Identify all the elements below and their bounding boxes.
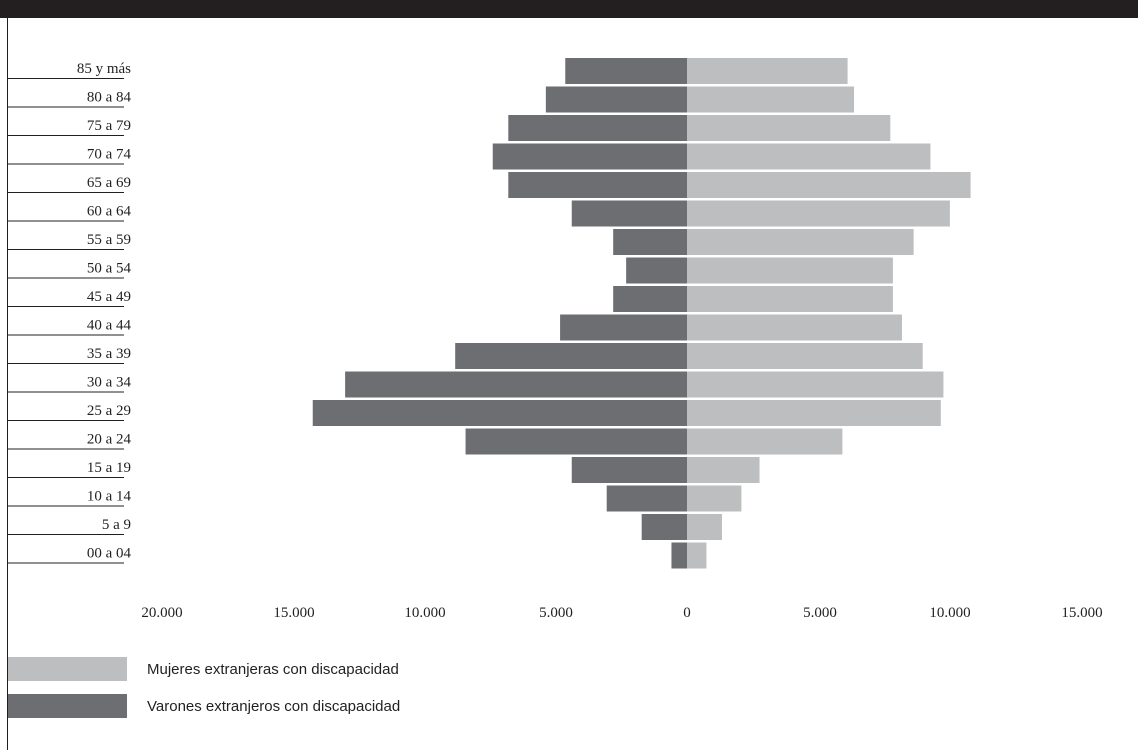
bar-female <box>687 343 923 369</box>
bar-female <box>687 514 722 540</box>
bar-male <box>606 485 687 512</box>
age-label: 10 a 14 <box>87 489 132 505</box>
bar-female <box>687 371 944 398</box>
bar-female <box>687 58 848 84</box>
age-label: 55 a 59 <box>87 232 131 248</box>
age-label: 5 a 9 <box>102 517 131 533</box>
bar-male <box>565 58 687 84</box>
bar-male <box>455 343 687 369</box>
age-label: 00 a 04 <box>87 546 132 562</box>
legend-label-male: Varones extranjeros con discapacidad <box>147 697 401 715</box>
bar-male <box>345 371 687 398</box>
age-label: 20 a 24 <box>87 432 132 448</box>
legend-item-male: Varones extranjeros con discapacidad <box>8 694 400 718</box>
legend-swatch-male <box>8 694 127 718</box>
bar-male <box>508 172 687 198</box>
bar-female <box>687 172 971 198</box>
x-tick-label: 10.000 <box>929 605 970 621</box>
x-tick-label: 5.000 <box>803 605 837 621</box>
age-label: 25 a 29 <box>87 403 131 419</box>
age-label: 30 a 34 <box>87 375 132 391</box>
bar-female <box>687 115 891 141</box>
x-tick-label: 5.000 <box>539 605 573 621</box>
bar-female <box>687 143 931 170</box>
bar-female <box>687 86 855 113</box>
age-label: 80 a 84 <box>87 90 132 106</box>
bar-female <box>687 200 950 227</box>
bar-male <box>560 314 687 341</box>
bar-female <box>687 314 902 341</box>
age-label: 70 a 74 <box>87 147 132 163</box>
x-tick-label: 10.000 <box>404 605 445 621</box>
population-pyramid-chart: 85 y más 80 a 84 75 a 79 70 a 74 65 a 69 60 a… <box>8 58 1103 621</box>
legend-item-female: Mujeres extranjeras con discapacidad <box>8 657 400 681</box>
bar-male <box>492 143 687 170</box>
bar-female <box>687 400 941 426</box>
age-label: 35 a 39 <box>87 346 131 362</box>
bar-female <box>687 428 843 455</box>
bar-female <box>687 257 893 284</box>
x-tick-label: 0 <box>683 605 691 621</box>
x-tick-label: 20.000 <box>141 605 182 621</box>
top-bar <box>0 0 1138 18</box>
x-tick-label: 15.000 <box>1061 605 1102 621</box>
bar-male <box>508 115 687 141</box>
age-label: 45 a 49 <box>87 289 131 305</box>
bar-male <box>545 86 687 113</box>
bar-female <box>687 542 707 569</box>
legend-swatch-female <box>8 657 127 681</box>
bar-male <box>613 286 687 312</box>
legend: Mujeres extranjeras con discapacidad Var… <box>8 657 400 731</box>
age-label: 50 a 54 <box>87 261 132 277</box>
age-label: 85 y más <box>77 61 131 77</box>
bar-female <box>687 485 742 512</box>
bar-male <box>312 400 687 426</box>
bar-male <box>626 257 687 284</box>
bar-female <box>687 457 760 483</box>
x-tick-label: 15.000 <box>273 605 314 621</box>
bar-male <box>571 457 687 483</box>
bar-male <box>465 428 687 455</box>
bar-female <box>687 229 914 255</box>
legend-label-female: Mujeres extranjeras con discapacidad <box>147 660 399 678</box>
left-rule <box>7 18 8 750</box>
bar-female <box>687 286 893 312</box>
age-label: 65 a 69 <box>87 175 131 191</box>
age-label: 75 a 79 <box>87 118 131 134</box>
bar-male <box>613 229 687 255</box>
bar-male <box>671 542 687 569</box>
age-label: 15 a 19 <box>87 460 131 476</box>
age-label: 60 a 64 <box>87 204 132 220</box>
bar-male <box>571 200 687 227</box>
bar-male <box>641 514 687 540</box>
age-label: 40 a 44 <box>87 318 132 334</box>
